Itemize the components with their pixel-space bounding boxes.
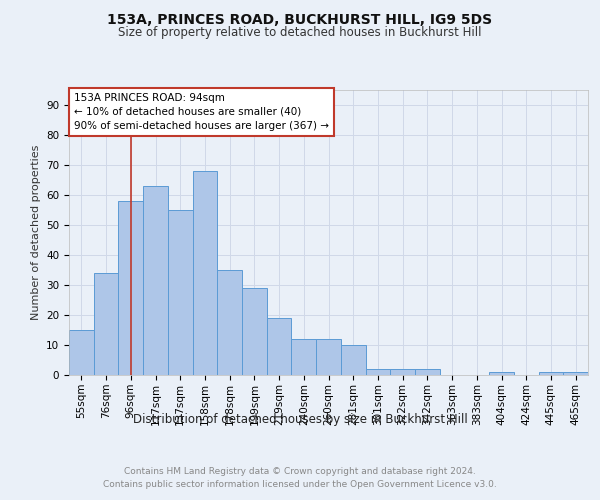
Bar [292,339,316,375]
Bar [242,288,267,375]
Bar [563,372,588,375]
Bar [365,369,390,375]
Bar [415,369,440,375]
Text: Size of property relative to detached houses in Buckhurst Hill: Size of property relative to detached ho… [118,26,482,39]
Text: 153A PRINCES ROAD: 94sqm
← 10% of detached houses are smaller (40)
90% of semi-d: 153A PRINCES ROAD: 94sqm ← 10% of detach… [74,93,329,131]
Y-axis label: Number of detached properties: Number of detached properties [31,145,41,320]
Bar [193,171,217,375]
Text: Contains HM Land Registry data © Crown copyright and database right 2024.
Contai: Contains HM Land Registry data © Crown c… [103,468,497,489]
Bar [341,345,365,375]
Bar [168,210,193,375]
Bar [539,372,563,375]
Bar [316,339,341,375]
Bar [489,372,514,375]
Bar [94,273,118,375]
Bar [267,318,292,375]
Bar [217,270,242,375]
Text: Distribution of detached houses by size in Buckhurst Hill: Distribution of detached houses by size … [133,412,467,426]
Bar [143,186,168,375]
Bar [69,330,94,375]
Bar [118,201,143,375]
Bar [390,369,415,375]
Text: 153A, PRINCES ROAD, BUCKHURST HILL, IG9 5DS: 153A, PRINCES ROAD, BUCKHURST HILL, IG9 … [107,12,493,26]
